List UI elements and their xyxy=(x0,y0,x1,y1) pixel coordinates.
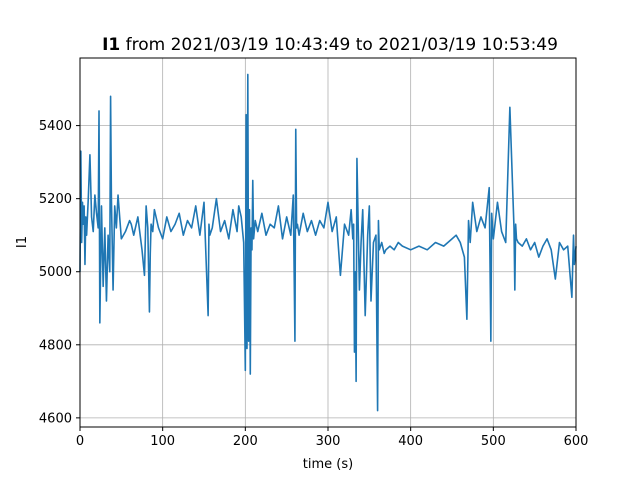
x-tick-label: 200 xyxy=(233,434,258,449)
series-line xyxy=(79,73,577,412)
chart-title: I1 from 2021/03/19 10:43:49 to 2021/03/1… xyxy=(102,35,558,55)
x-tick-label: 100 xyxy=(150,434,175,449)
y-tick-label: 5200 xyxy=(39,192,72,207)
plot-area xyxy=(79,73,577,412)
y-axis-label: I1 xyxy=(15,236,30,248)
y-tick-label: 4800 xyxy=(39,338,72,353)
x-axis-label: time (s) xyxy=(303,457,353,472)
x-tick-label: 300 xyxy=(316,434,341,449)
x-tick-label: 500 xyxy=(481,434,506,449)
chart-title-range: from 2021/03/19 10:43:49 to 2021/03/19 1… xyxy=(120,35,558,55)
axis-ticks: 0 100 200 300 400 500 600 4600 4800 5000 5200 5400 xyxy=(39,119,589,449)
x-tick-label: 0 xyxy=(76,434,84,449)
y-tick-label: 4600 xyxy=(39,411,72,426)
chart-title-series: I1 xyxy=(102,35,120,55)
x-tick-label: 400 xyxy=(398,434,423,449)
grid xyxy=(79,58,577,427)
y-tick-label: 5400 xyxy=(39,119,72,134)
x-tick-label: 600 xyxy=(564,434,589,449)
y-tick-label: 5000 xyxy=(39,265,72,280)
